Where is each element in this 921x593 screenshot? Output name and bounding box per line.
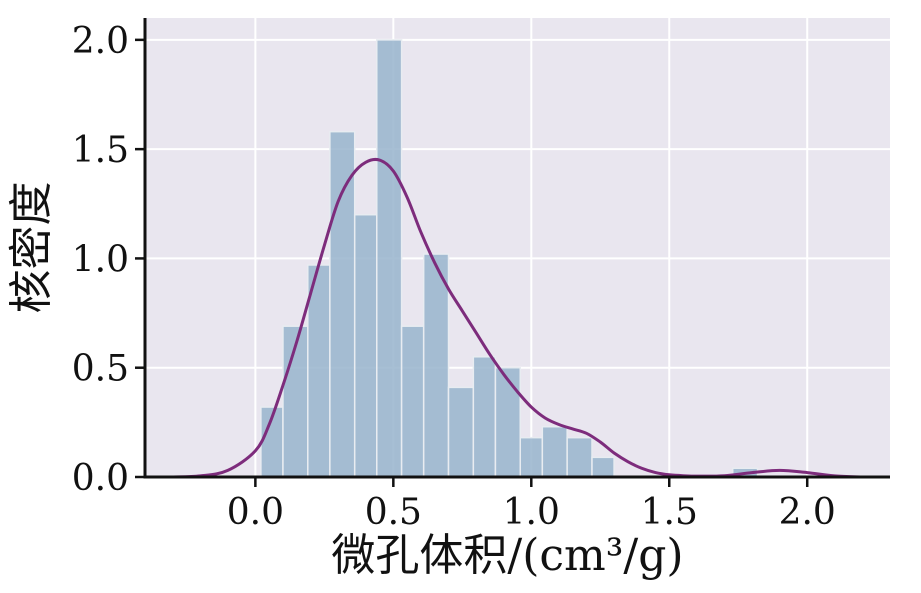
y-tick-label: 0.0 [72,458,129,499]
x-axis-label: 微孔体积/(cm³/g) [331,530,683,581]
histogram-bar [566,436,593,478]
y-tick-label: 1.5 [72,130,129,171]
histogram-bar [400,325,425,478]
histogram-bar [376,39,403,478]
x-tick-label: 1.5 [641,492,698,533]
histogram-bar [541,425,568,478]
histogram-bar [353,213,378,478]
y-tick-label: 0.5 [72,349,129,390]
x-tick-label: 0.0 [227,492,284,533]
y-axis-label: 核密度 [6,182,57,314]
y-tick-label: 1.0 [72,239,129,280]
histogram-bar [591,456,615,478]
histogram-bar [519,436,544,478]
histogram-bar [422,253,450,478]
x-tick-label: 0.5 [365,492,422,533]
y-tick-label: 2.0 [72,21,129,62]
histogram-bar [329,130,356,478]
axes [143,18,890,479]
histogram-bar [472,356,497,478]
histogram-bar [447,386,475,478]
x-tick-label: 2.0 [779,492,836,533]
histogram-bar [494,366,522,478]
tick-labels: 0.0 0.5 1.0 1.5 2.0 0.0 0.5 1.0 1.5 2.0 [72,21,836,533]
x-tick-label: 1.0 [503,492,560,533]
